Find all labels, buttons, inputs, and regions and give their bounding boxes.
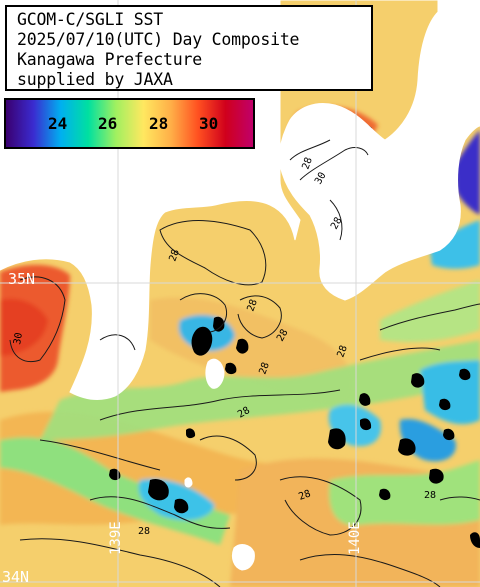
legend-label-30: 30 (199, 114, 219, 133)
lat-label-34n: 34N (2, 568, 30, 586)
contour-label: 28 (329, 216, 345, 232)
color-legend: 24 26 28 30 (4, 98, 255, 149)
contour-label: 28 (245, 298, 259, 313)
contour-label: 28 (275, 328, 291, 344)
contour-label: 30 (12, 332, 25, 346)
contour-label: 28 (335, 344, 349, 359)
lat-label-35n: 35N (8, 270, 36, 288)
legend-label-26: 26 (98, 114, 118, 133)
contour-label: 30 (313, 171, 329, 187)
contour-label: 28 (138, 526, 150, 537)
title-credit: supplied by JAXA (17, 70, 173, 89)
legend-label-28: 28 (149, 114, 169, 133)
lon-label-140e: 140E (347, 521, 363, 555)
title-date: 2025/07/10(UTC) Day Composite (17, 30, 300, 49)
legend-label-24: 24 (48, 114, 68, 133)
contour-label: 28 (300, 156, 314, 171)
contour-label-group: 28 28 28 28 28 28 28 28 28 30 30 28 28 (12, 156, 436, 537)
title-product: GCOM-C/SGLI SST (17, 10, 164, 29)
contour-label: 28 (236, 405, 252, 421)
contour-label: 28 (257, 361, 271, 376)
contour-label: 28 (297, 488, 312, 502)
contour-label: 28 (424, 490, 436, 501)
title-region: Kanagawa Prefecture (17, 50, 202, 69)
title-box: GCOM-C/SGLI SST 2025/07/10(UTC) Day Comp… (5, 5, 373, 91)
contour-label: 28 (167, 248, 181, 263)
sst-pattern (0, 130, 480, 587)
lon-label-139e: 139E (108, 521, 124, 555)
contour-lines (9, 139, 480, 587)
